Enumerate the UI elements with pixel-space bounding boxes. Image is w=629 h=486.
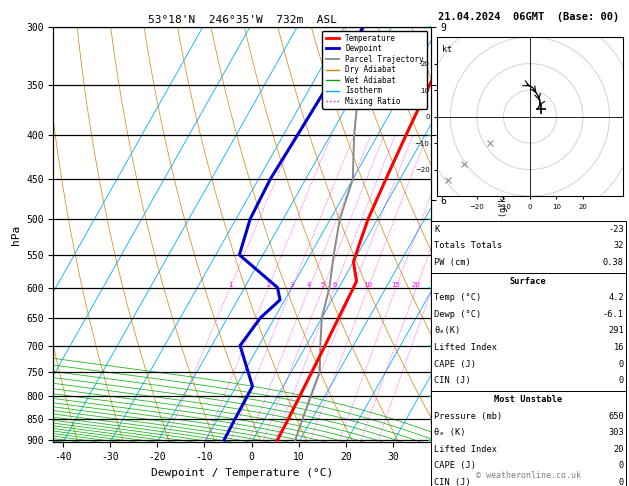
Text: © weatheronline.co.uk: © weatheronline.co.uk: [476, 471, 581, 480]
Text: 303: 303: [608, 428, 624, 437]
Text: 0: 0: [619, 478, 624, 486]
Text: CIN (J): CIN (J): [434, 376, 470, 385]
Text: 5: 5: [321, 281, 325, 288]
Text: Pressure (mb): Pressure (mb): [434, 412, 503, 420]
Y-axis label: km
ASL: km ASL: [463, 235, 481, 256]
Text: 16: 16: [613, 343, 624, 352]
Y-axis label: hPa: hPa: [11, 225, 21, 244]
Text: 0.38: 0.38: [603, 258, 624, 267]
Text: -6.1: -6.1: [603, 310, 624, 319]
Text: 650: 650: [608, 412, 624, 420]
Text: CIN (J): CIN (J): [434, 478, 470, 486]
Text: 0: 0: [619, 461, 624, 470]
Text: Most Unstable: Most Unstable: [494, 395, 562, 404]
Text: CAPE (J): CAPE (J): [434, 461, 476, 470]
Text: θₑ(K): θₑ(K): [434, 327, 460, 335]
Text: Mixing Ratio (g/kg): Mixing Ratio (g/kg): [499, 187, 508, 282]
Text: -23: -23: [608, 225, 624, 234]
Text: 2LCL: 2LCL: [435, 391, 455, 400]
Text: 32: 32: [613, 242, 624, 250]
Text: Totals Totals: Totals Totals: [434, 242, 503, 250]
Text: Temp (°C): Temp (°C): [434, 294, 481, 302]
Text: 4.2: 4.2: [608, 294, 624, 302]
Text: 0: 0: [619, 376, 624, 385]
Text: 21.04.2024  06GMT  (Base: 00): 21.04.2024 06GMT (Base: 00): [438, 12, 619, 22]
Text: 0: 0: [619, 360, 624, 368]
Legend: Temperature, Dewpoint, Parcel Trajectory, Dry Adiabat, Wet Adiabat, Isotherm, Mi: Temperature, Dewpoint, Parcel Trajectory…: [323, 31, 427, 109]
Text: K: K: [434, 225, 439, 234]
Text: θₑ (K): θₑ (K): [434, 428, 465, 437]
X-axis label: Dewpoint / Temperature (°C): Dewpoint / Temperature (°C): [151, 468, 333, 478]
Text: 6: 6: [333, 281, 337, 288]
Text: 15: 15: [392, 281, 401, 288]
Text: 291: 291: [608, 327, 624, 335]
Text: Lifted Index: Lifted Index: [434, 343, 497, 352]
Text: 1: 1: [228, 281, 232, 288]
Text: 4: 4: [307, 281, 311, 288]
Text: 2: 2: [266, 281, 270, 288]
Text: 20: 20: [613, 445, 624, 453]
Text: CAPE (J): CAPE (J): [434, 360, 476, 368]
Text: 3: 3: [290, 281, 294, 288]
Text: Lifted Index: Lifted Index: [434, 445, 497, 453]
Text: kt: kt: [442, 45, 452, 54]
Text: Dewp (°C): Dewp (°C): [434, 310, 481, 319]
Title: 53°18'N  246°35'W  732m  ASL: 53°18'N 246°35'W 732m ASL: [148, 15, 337, 25]
Text: 20: 20: [412, 281, 421, 288]
Text: PW (cm): PW (cm): [434, 258, 470, 267]
Text: 10: 10: [364, 281, 373, 288]
Text: Surface: Surface: [510, 277, 547, 286]
